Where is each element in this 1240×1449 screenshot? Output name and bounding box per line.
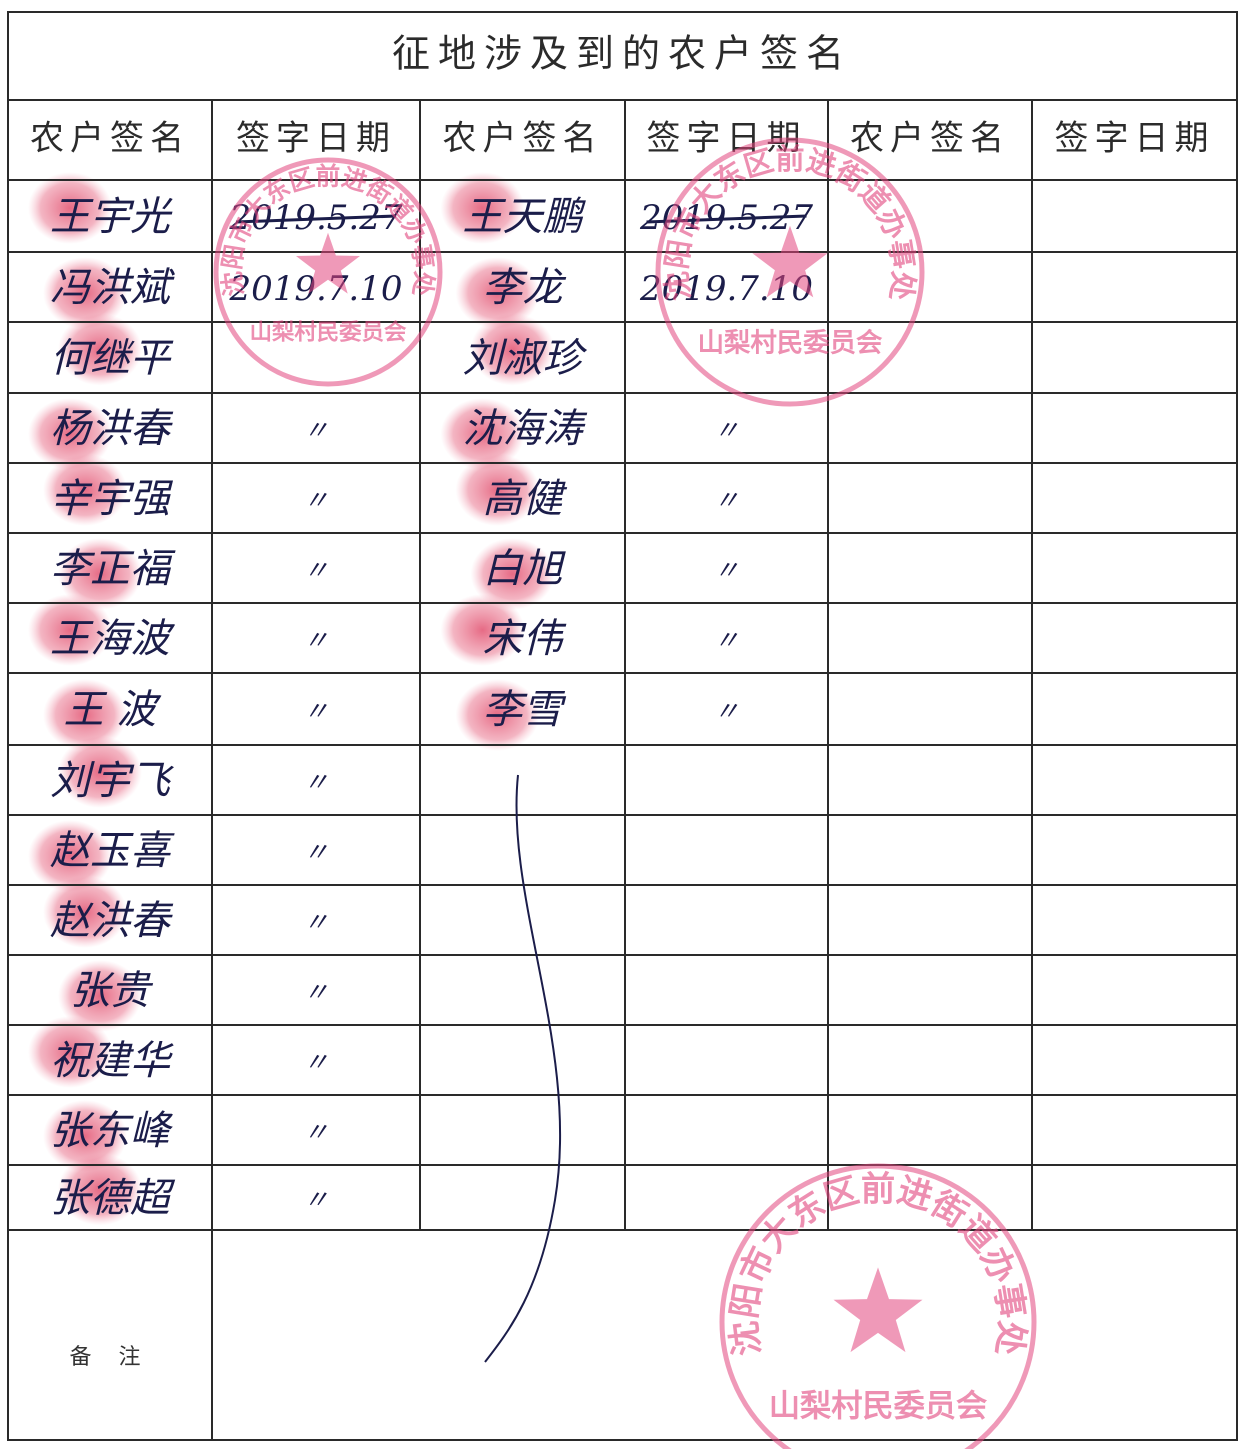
fingerprint <box>28 398 112 470</box>
header-cell: 农户签名 <box>30 119 190 159</box>
signature-date: 〃 <box>303 1186 329 1216</box>
title: 征地涉及到的农户签名 <box>392 32 852 76</box>
stamp-star <box>833 1267 923 1353</box>
signature-name: 赵玉喜 <box>50 828 175 874</box>
fingerprint <box>455 454 540 526</box>
stamp-inner: 山梨村民委员会 <box>769 1388 988 1424</box>
fingerprint <box>28 172 112 244</box>
fingerprint <box>440 594 525 666</box>
signature-name: 赵洪春 <box>50 898 174 944</box>
signature-name: 李正福 <box>50 546 176 592</box>
fingerprint <box>28 820 112 892</box>
signature-name: 祝建华 <box>50 1038 174 1084</box>
fingerprint <box>58 538 142 610</box>
signature-date: 〃 <box>303 838 329 868</box>
signature-date: 〃 <box>303 697 329 727</box>
fingerprint <box>28 594 112 666</box>
fingerprint <box>58 736 142 808</box>
stamp-ring <box>655 137 925 407</box>
signature-date: 〃 <box>713 416 739 446</box>
fingerprint <box>58 960 142 1032</box>
signature-date: 〃 <box>713 486 739 516</box>
header-cell: 签字日期 <box>1055 119 1215 159</box>
fingerprint <box>470 313 555 386</box>
signature-name: 宋伟 <box>483 616 567 662</box>
fingerprint <box>28 1016 112 1088</box>
signature-name: 李龙 <box>483 265 567 311</box>
signature-date: 〃 <box>303 1048 329 1078</box>
signature-name: 白旭 <box>483 546 567 592</box>
signature-date: 〃 <box>303 556 329 586</box>
fingerprint <box>455 257 540 329</box>
fingerprint <box>440 172 525 244</box>
fingerprint <box>43 876 127 948</box>
header-cell: 农户签名 <box>850 119 1010 159</box>
signature-date: 〃 <box>303 978 329 1008</box>
table-grid <box>7 11 1238 1441</box>
fingerprint <box>43 257 127 329</box>
signature-date: 〃 <box>303 416 329 446</box>
signature-name: 何继平 <box>50 336 174 382</box>
fingerprints <box>28 172 555 1226</box>
table-border <box>7 11 1238 1441</box>
stamp-ring <box>719 1163 1037 1449</box>
stamp-inner: 山梨村民委员会 <box>250 319 407 346</box>
stamp-star <box>296 232 360 294</box>
header-cell: 农户签名 <box>443 119 603 159</box>
signature-name: 李雪 <box>483 687 567 733</box>
signature-date: 〃 <box>303 486 329 516</box>
signature-name: 张德超 <box>50 1176 176 1222</box>
signature-name: 王宇光 <box>50 194 173 240</box>
signature-date: 〃 <box>303 768 329 798</box>
fingerprint <box>440 398 525 470</box>
signature-date: 〃 <box>713 697 739 727</box>
fingerprint <box>455 679 540 751</box>
pen-stroke <box>484 774 562 1363</box>
fingerprint <box>43 454 127 526</box>
signature-name: 杨洪春 <box>50 406 174 452</box>
fingerprint <box>58 1153 142 1226</box>
signature-name: 张贵 <box>70 968 154 1014</box>
stamp-ring <box>213 157 443 387</box>
stamp-star <box>752 225 828 298</box>
signature-date: 〃 <box>713 626 739 656</box>
signature-name: 王 波 <box>64 687 163 733</box>
signature-name: 冯洪斌 <box>50 265 175 311</box>
signature-date: 〃 <box>713 556 739 586</box>
signature-date: 〃 <box>303 1118 329 1148</box>
signature-name: 王天鹏 <box>463 194 587 240</box>
strike-through <box>646 214 807 224</box>
remarks-label: 备 注 <box>70 1345 151 1370</box>
signature-date: 〃 <box>303 908 329 938</box>
signature-name: 刘淑珍 <box>463 336 588 382</box>
signature-name: 沈海涛 <box>463 406 588 452</box>
header-cell: 签字日期 <box>236 119 396 159</box>
signature-name: 张东峰 <box>50 1108 173 1154</box>
fingerprint <box>58 313 142 386</box>
signature-name: 辛宇强 <box>50 476 174 522</box>
signature-name: 王海波 <box>50 616 176 662</box>
signature-date: 〃 <box>303 626 329 656</box>
strike-through <box>235 214 397 224</box>
fingerprint <box>470 538 555 610</box>
signature-name: 高健 <box>483 476 568 522</box>
fingerprint <box>43 679 127 751</box>
signature-name: 刘宇飞 <box>50 758 174 804</box>
stamp-inner: 山梨村民委员会 <box>698 328 883 359</box>
